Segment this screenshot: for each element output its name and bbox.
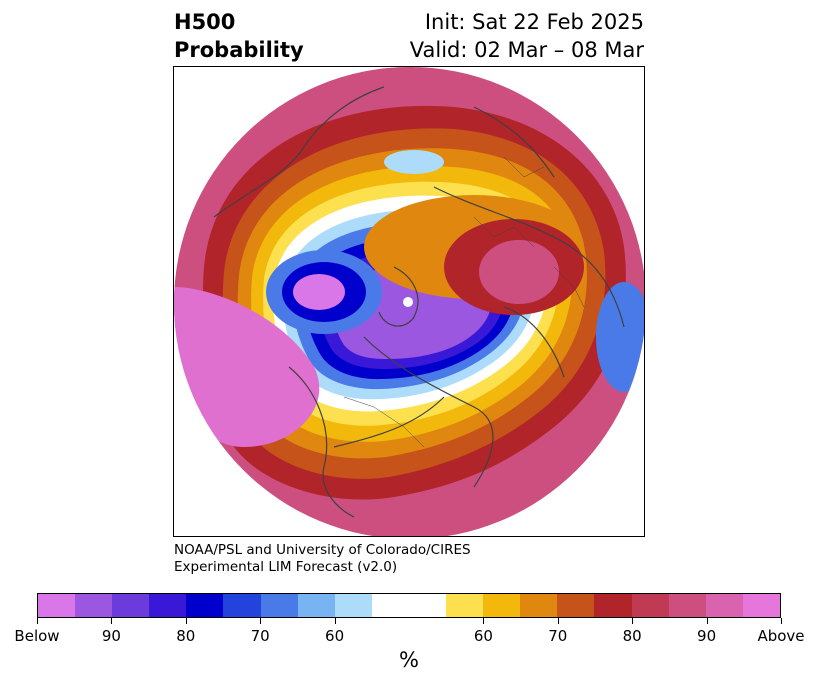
colorbar-segment xyxy=(75,594,113,617)
colorbar-segment xyxy=(297,594,335,617)
credits-line-1: NOAA/PSL and University of Colorado/CIRE… xyxy=(174,542,471,558)
colorbar-segment xyxy=(520,594,558,617)
valid-dates: Valid: 02 Mar – 08 Mar xyxy=(409,38,644,62)
colorbar-segment xyxy=(38,594,76,617)
init-date: Init: Sat 22 Feb 2025 xyxy=(424,10,644,34)
colorbar-tick-label: 90 xyxy=(101,627,121,645)
colorbar-tick xyxy=(781,618,782,624)
probability-map xyxy=(173,66,645,537)
colorbar-segment xyxy=(483,594,521,617)
colorbar-tick-label: 90 xyxy=(697,627,717,645)
colorbar-tick xyxy=(483,618,485,624)
colorbar-tick xyxy=(260,618,262,624)
colorbar-tick-label: Above xyxy=(757,627,805,645)
pacific-above-region xyxy=(174,287,320,447)
map-title: H500 Probability xyxy=(174,8,304,64)
colorbar-tick-label: Below xyxy=(14,627,60,645)
colorbar-segment xyxy=(668,594,706,617)
eurasia-above-center xyxy=(479,240,559,304)
title-line-1: H500 xyxy=(174,10,236,34)
coastlines xyxy=(213,86,625,518)
colorbar-segment xyxy=(186,594,224,617)
colorbar-tick-label: 80 xyxy=(622,627,642,645)
colorbar-segment xyxy=(223,594,261,617)
colorbar-segment xyxy=(112,594,150,617)
title-line-2: Probability xyxy=(174,38,304,62)
colorbar-segment xyxy=(705,594,743,617)
colorbar-tick xyxy=(557,618,559,624)
colorbar-tick xyxy=(632,618,634,624)
colorbar-segment xyxy=(742,594,780,617)
colorbar-tick xyxy=(37,618,38,624)
colorbar-segment xyxy=(631,594,669,617)
colorbar-segment xyxy=(446,594,484,617)
colorbar-tick-label: 60 xyxy=(473,627,493,645)
colorbar-tick-label: 70 xyxy=(548,627,568,645)
colorbar xyxy=(37,593,781,618)
colorbar-tick xyxy=(706,618,708,624)
colorbar-tick xyxy=(111,618,113,624)
colorbar-segment xyxy=(557,594,595,617)
colorbar-tick-label: 60 xyxy=(325,627,345,645)
credits: NOAA/PSL and University of Colorado/CIRE… xyxy=(174,542,471,576)
colorbar-unit-label: % xyxy=(399,648,419,672)
country-borders xyxy=(343,156,585,448)
colorbar-tick-label: 80 xyxy=(176,627,196,645)
colorbar-tick xyxy=(185,618,187,624)
colorbar-segment xyxy=(594,594,632,617)
polar-projection-map xyxy=(174,67,644,536)
pacific-below-center xyxy=(293,274,345,310)
colorbar-segment xyxy=(334,594,372,617)
colorbar-segment xyxy=(149,594,187,617)
credits-line-2: Experimental LIM Forecast (v2.0) xyxy=(174,559,398,575)
polar-below-region xyxy=(384,150,444,174)
colorbar-segment xyxy=(260,594,298,617)
colorbar-tick-label: 70 xyxy=(250,627,270,645)
north-pole-marker xyxy=(403,297,413,307)
colorbar-tick xyxy=(334,618,336,624)
colorbar-segment xyxy=(371,594,409,617)
forecast-dates: Init: Sat 22 Feb 2025 Valid: 02 Mar – 08… xyxy=(410,8,644,64)
colorbar-segment xyxy=(408,594,447,617)
